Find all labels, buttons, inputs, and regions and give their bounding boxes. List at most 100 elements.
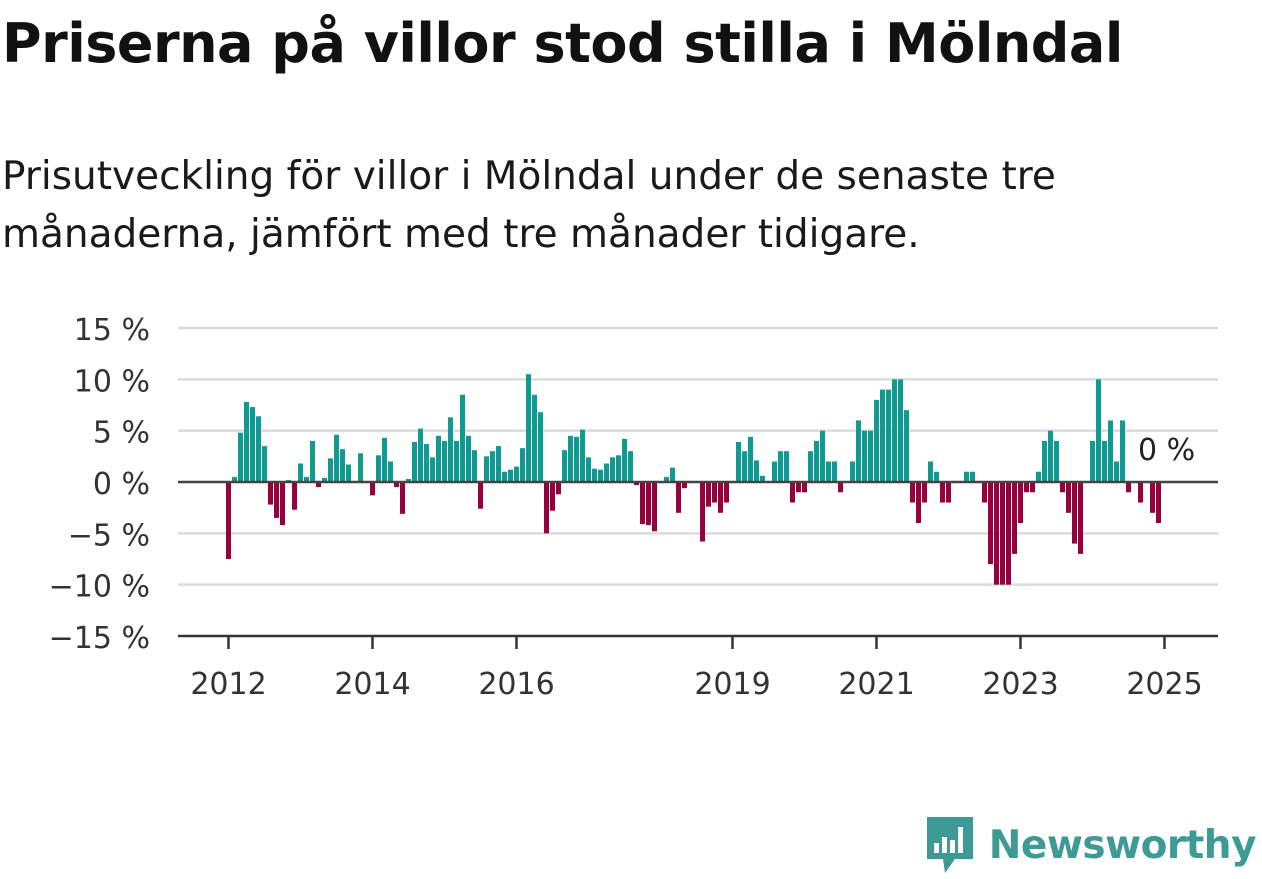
bar	[970, 471, 975, 482]
bar	[820, 430, 825, 482]
bar	[334, 434, 339, 482]
bar	[934, 471, 939, 482]
bar	[556, 482, 561, 495]
bar	[304, 476, 309, 482]
bar	[790, 482, 795, 503]
bar	[916, 482, 921, 524]
bar	[904, 410, 909, 482]
bar	[1072, 482, 1077, 544]
bar	[1024, 482, 1029, 493]
x-tick-label: 2023	[982, 667, 1058, 702]
bar	[886, 389, 891, 482]
bar	[760, 475, 765, 482]
bar	[574, 436, 579, 482]
bar	[520, 448, 525, 482]
bar	[1012, 482, 1017, 554]
bar	[988, 482, 993, 565]
y-tick-label: −5 %	[68, 518, 150, 553]
axes	[178, 480, 1218, 649]
bar	[922, 482, 927, 503]
bar	[1054, 440, 1059, 482]
bar	[478, 482, 483, 509]
bar	[874, 399, 879, 482]
bar	[562, 450, 567, 482]
bar	[1048, 430, 1053, 482]
bar	[448, 417, 453, 482]
bar	[1078, 482, 1083, 554]
bar	[460, 394, 465, 482]
bar	[754, 460, 759, 482]
bar	[250, 407, 255, 482]
bar	[238, 432, 243, 482]
x-tick-label: 2025	[1126, 667, 1202, 702]
bar	[898, 379, 903, 482]
bar	[1108, 420, 1113, 482]
bar	[442, 440, 447, 482]
x-tick-label: 2021	[838, 667, 914, 702]
x-tick-label: 2014	[334, 667, 410, 702]
brand-name: Newsworthy	[988, 822, 1257, 868]
bar	[394, 482, 399, 488]
bar	[502, 471, 507, 482]
bar	[838, 482, 843, 493]
bar	[814, 440, 819, 482]
bar	[724, 482, 729, 503]
bar	[826, 461, 831, 482]
bar	[664, 476, 669, 482]
bar	[484, 456, 489, 482]
bar	[748, 436, 753, 482]
bar	[418, 428, 423, 482]
bar	[376, 455, 381, 482]
bar	[328, 458, 333, 482]
bar	[1126, 482, 1131, 493]
bar	[964, 471, 969, 482]
bar	[232, 476, 237, 482]
bar	[382, 437, 387, 482]
bar	[640, 482, 645, 525]
bar	[280, 482, 285, 526]
bar	[802, 482, 807, 493]
bar	[616, 455, 621, 482]
bar	[226, 482, 231, 559]
bar	[256, 416, 261, 482]
bar	[490, 451, 495, 482]
bar	[274, 482, 279, 518]
bar	[856, 420, 861, 482]
bar	[262, 446, 267, 482]
bar	[268, 482, 273, 505]
bar	[466, 435, 471, 482]
y-tick-label: 0 %	[93, 467, 150, 502]
bar	[1066, 482, 1071, 513]
bar	[412, 441, 417, 482]
bar	[544, 482, 549, 534]
x-tick-label: 2019	[694, 667, 770, 702]
y-tick-label: 15 %	[74, 313, 150, 348]
bar	[718, 482, 723, 513]
bar	[862, 430, 867, 482]
bar	[526, 374, 531, 482]
bar	[946, 482, 951, 503]
bar	[244, 401, 249, 482]
bar	[1036, 471, 1041, 482]
bar	[454, 440, 459, 482]
bar	[808, 451, 813, 482]
chart-title: Priserna på villor stod stilla i Mölndal	[2, 12, 1123, 75]
bar	[358, 453, 363, 482]
bar	[706, 482, 711, 507]
newsworthy-logo-icon	[926, 817, 973, 873]
bar	[436, 435, 441, 482]
bar	[628, 451, 633, 482]
bar	[940, 482, 945, 503]
x-tick-label: 2012	[190, 667, 266, 702]
bar	[592, 468, 597, 482]
bar	[772, 461, 777, 482]
bar	[604, 463, 609, 482]
bar	[598, 469, 603, 482]
gridlines	[178, 326, 1218, 586]
bar	[832, 461, 837, 482]
bar	[550, 482, 555, 511]
bar	[850, 461, 855, 482]
bar	[652, 482, 657, 532]
bar	[346, 464, 351, 482]
